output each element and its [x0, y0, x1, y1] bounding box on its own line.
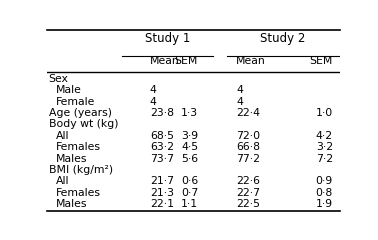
Text: Study 1: Study 1: [145, 32, 190, 45]
Text: 72·0: 72·0: [236, 131, 260, 141]
Text: Mean: Mean: [150, 56, 180, 66]
Text: 3·9: 3·9: [181, 131, 198, 141]
Text: 68·5: 68·5: [150, 131, 174, 141]
Text: 0·8: 0·8: [316, 188, 333, 198]
Text: Males: Males: [56, 154, 88, 164]
Text: 7·2: 7·2: [316, 154, 333, 164]
Text: 21·3: 21·3: [150, 188, 174, 198]
Text: 23·8: 23·8: [150, 108, 174, 118]
Text: 3·2: 3·2: [316, 142, 333, 152]
Text: 1·9: 1·9: [316, 199, 333, 209]
Text: 0·7: 0·7: [181, 188, 198, 198]
Text: 4: 4: [236, 97, 243, 107]
Text: 22·5: 22·5: [236, 199, 260, 209]
Text: 0·9: 0·9: [316, 176, 333, 186]
Text: 77·2: 77·2: [236, 154, 260, 164]
Text: Study 2: Study 2: [260, 32, 306, 45]
Text: 0·6: 0·6: [181, 176, 198, 186]
Text: 63·2: 63·2: [150, 142, 174, 152]
Text: 22·1: 22·1: [150, 199, 174, 209]
Text: 4: 4: [150, 85, 156, 95]
Text: 4: 4: [150, 97, 156, 107]
Text: 5·6: 5·6: [181, 154, 198, 164]
Text: SEM: SEM: [310, 56, 333, 66]
Text: 1·1: 1·1: [181, 199, 198, 209]
Text: 66·8: 66·8: [236, 142, 260, 152]
Text: 4·2: 4·2: [316, 131, 333, 141]
Text: SEM: SEM: [175, 56, 198, 66]
Text: Females: Females: [56, 142, 101, 152]
Text: Mean: Mean: [236, 56, 266, 66]
Text: Females: Females: [56, 188, 101, 198]
Text: Male: Male: [56, 85, 82, 95]
Text: 73·7: 73·7: [150, 154, 174, 164]
Text: 22·4: 22·4: [236, 108, 260, 118]
Text: Sex: Sex: [49, 74, 68, 84]
Text: 21·7: 21·7: [150, 176, 174, 186]
Text: 4·5: 4·5: [181, 142, 198, 152]
Text: Body wt (kg): Body wt (kg): [49, 120, 118, 129]
Text: Female: Female: [56, 97, 95, 107]
Text: BMI (kg/m²): BMI (kg/m²): [49, 165, 113, 175]
Text: All: All: [56, 131, 70, 141]
Text: 1·0: 1·0: [316, 108, 333, 118]
Text: 1·3: 1·3: [181, 108, 198, 118]
Text: 22·6: 22·6: [236, 176, 260, 186]
Text: Age (years): Age (years): [49, 108, 112, 118]
Text: All: All: [56, 176, 70, 186]
Text: 22·7: 22·7: [236, 188, 260, 198]
Text: Males: Males: [56, 199, 88, 209]
Text: 4: 4: [236, 85, 243, 95]
